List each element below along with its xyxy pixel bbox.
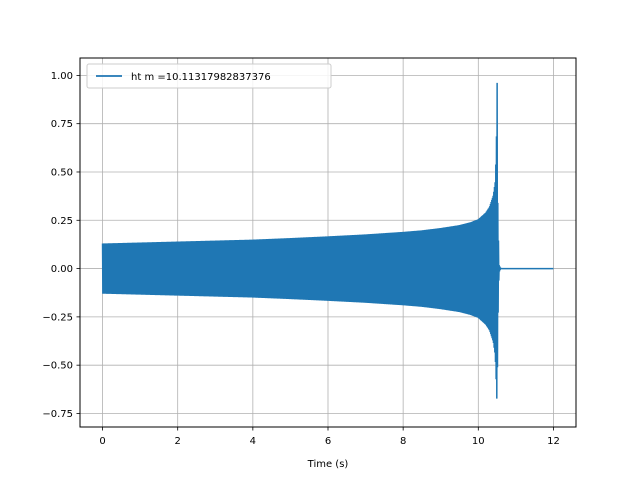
y-tick-label: −0.50: [42, 361, 73, 372]
x-tick-label: 4: [250, 436, 256, 447]
legend: ht m =10.11317982837376: [86, 63, 332, 89]
series-line: [101, 82, 554, 399]
x-tick-label: 2: [175, 436, 181, 447]
x-tick-label: 6: [325, 436, 331, 447]
y-tick-label: 1.00: [51, 71, 73, 82]
y-tick-label: 0.75: [51, 119, 73, 130]
y-tick-label: 0.50: [51, 167, 73, 178]
plot-data: [101, 82, 554, 399]
legend-box: [86, 63, 332, 89]
x-tick-label: 8: [400, 436, 406, 447]
y-tick-label: −0.75: [42, 409, 73, 420]
y-tick-label: 0.25: [51, 216, 73, 227]
axis-ticks: 0 2 4 6 8 10 12 −0.75 −0.50 −0.25 0.00 0.25 0.50 0.75…: [42, 71, 559, 447]
y-tick-label: −0.25: [42, 312, 73, 323]
y-tick-label: 0.00: [51, 264, 73, 275]
x-tick-label: 0: [99, 436, 105, 447]
x-tick-label: 12: [547, 436, 560, 447]
x-tick-label: 10: [472, 436, 485, 447]
legend-entry-label: ht m =10.11317982837376: [131, 72, 271, 83]
x-axis-label: Time (s): [307, 459, 349, 470]
